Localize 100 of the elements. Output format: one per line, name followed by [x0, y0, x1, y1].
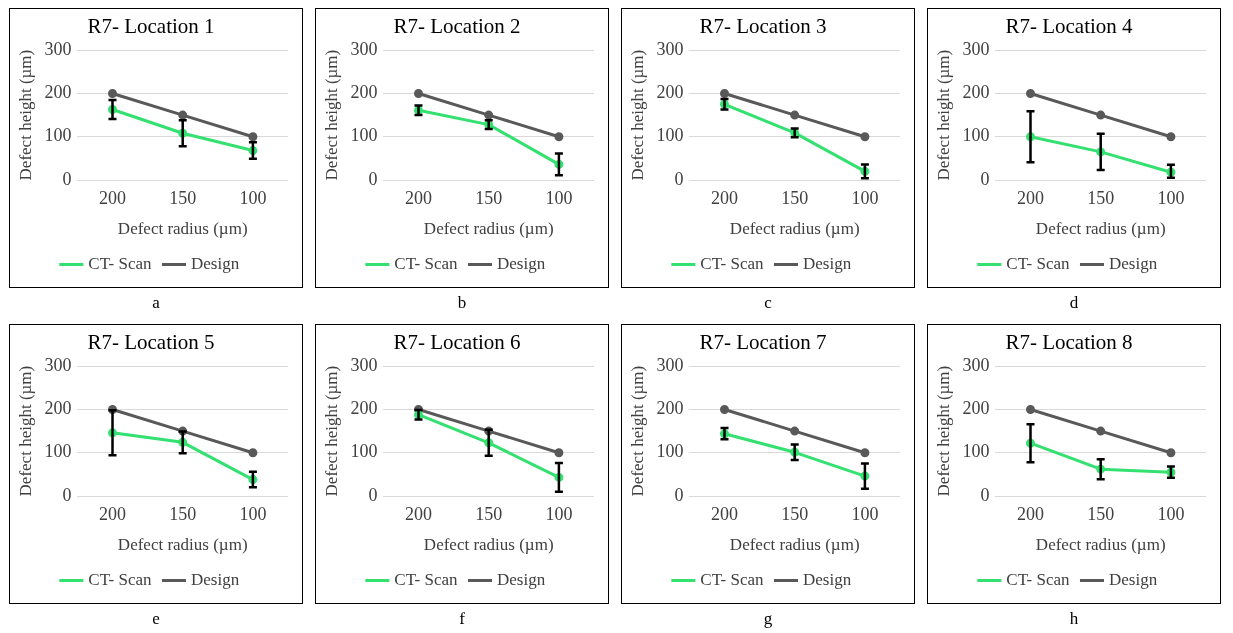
y-tick-label: 100	[44, 441, 72, 462]
legend-label: Design	[802, 569, 852, 589]
text: f	[459, 608, 465, 630]
x-tick-label: 100	[851, 503, 879, 524]
y-tick-label: 0	[62, 168, 72, 189]
y-tick-label: 0	[980, 484, 990, 505]
x-tick-label: 200	[405, 503, 432, 524]
x-tick-label: 150	[475, 503, 503, 524]
x-tick-label: 150	[781, 187, 809, 208]
chart-title: R7- Location 4	[1005, 14, 1134, 39]
legend-label: Design	[1108, 569, 1158, 589]
x-tick-label: 100	[1157, 503, 1185, 524]
text: d	[1069, 292, 1079, 314]
legend-label: Design	[190, 569, 240, 589]
x-tick-label: 100	[239, 503, 267, 524]
y-tick-label: 300	[350, 354, 378, 375]
y-tick-label: 100	[350, 441, 378, 462]
legend-label: CT- Scan	[394, 253, 458, 273]
x-tick-label: 150	[475, 187, 503, 208]
text: e	[152, 608, 160, 630]
y-axis-title: Defect height (µm)	[15, 49, 35, 181]
y-tick-label: 200	[44, 398, 72, 419]
y-tick-label: 100	[962, 125, 990, 146]
x-axis-title: Defect radius (µm)	[729, 219, 860, 239]
y-axis-title: Defect height (µm)	[627, 365, 647, 497]
x-axis-title: Defect radius (µm)	[423, 535, 554, 555]
text: h	[1069, 608, 1079, 630]
text: a	[152, 292, 160, 314]
chart-title: R7- Location 7	[699, 330, 827, 355]
y-tick-label: 100	[656, 125, 684, 146]
legend-label: CT- Scan	[88, 569, 152, 589]
y-tick-label: 0	[62, 484, 72, 505]
y-tick-label: 200	[350, 82, 378, 103]
text: c	[764, 292, 772, 314]
x-axis-title: Defect radius (µm)	[423, 219, 554, 239]
y-tick-label: 0	[674, 484, 684, 505]
chart-title: R7- Location 8	[1005, 330, 1133, 355]
x-tick-label: 100	[545, 187, 573, 208]
y-tick-label: 100	[962, 441, 990, 462]
x-tick-label: 200	[711, 187, 738, 208]
legend-label: CT- Scan	[1006, 253, 1070, 273]
y-tick-label: 200	[656, 398, 684, 419]
x-tick-label: 150	[781, 503, 809, 524]
y-tick-label: 200	[350, 398, 378, 419]
y-tick-label: 200	[656, 82, 684, 103]
text: g	[763, 608, 773, 630]
legend-label: CT- Scan	[88, 253, 152, 273]
legend-label: CT- Scan	[700, 569, 764, 589]
y-tick-label: 200	[44, 82, 72, 103]
y-tick-label: 300	[962, 38, 990, 59]
x-axis-title: Defect radius (µm)	[117, 535, 248, 555]
y-axis-title: Defect height (µm)	[933, 365, 953, 497]
chart-title: R7- Location 6	[393, 330, 521, 355]
y-axis-title: Defect height (µm)	[933, 49, 953, 181]
y-axis-title: Defect height (µm)	[627, 49, 647, 181]
chart-title: R7- Location 2	[393, 14, 521, 39]
y-tick-label: 100	[350, 125, 378, 146]
legend-label: CT- Scan	[700, 253, 764, 273]
x-tick-label: 150	[1087, 187, 1115, 208]
x-axis-title: Defect radius (µm)	[1035, 219, 1166, 239]
y-tick-label: 300	[962, 354, 990, 375]
y-axis-title: Defect height (µm)	[321, 49, 341, 181]
y-tick-label: 100	[656, 441, 684, 462]
x-tick-label: 100	[1157, 187, 1185, 208]
legend-label: Design	[496, 253, 546, 273]
x-axis-title: Defect radius (µm)	[117, 219, 248, 239]
y-tick-label: 300	[656, 38, 684, 59]
x-tick-label: 150	[169, 503, 197, 524]
chart-title: R7- Location 1	[87, 14, 215, 39]
legend-label: Design	[802, 253, 852, 273]
y-tick-label: 0	[980, 168, 990, 189]
x-tick-label: 100	[851, 187, 879, 208]
x-tick-label: 100	[239, 187, 267, 208]
x-tick-label: 150	[1087, 503, 1115, 524]
y-axis-title: Defect height (µm)	[321, 365, 341, 497]
y-axis-title: Defect height (µm)	[15, 365, 35, 497]
y-tick-label: 300	[44, 38, 72, 59]
x-tick-label: 200	[1017, 187, 1044, 208]
y-tick-label: 300	[44, 354, 72, 375]
chart-title: R7- Location 3	[699, 14, 827, 39]
y-tick-label: 0	[368, 168, 378, 189]
x-tick-label: 200	[1017, 503, 1044, 524]
x-tick-label: 200	[711, 503, 738, 524]
chart-title: R7- Location 5	[87, 330, 215, 355]
y-tick-label: 100	[44, 125, 72, 146]
x-tick-label: 100	[545, 503, 573, 524]
legend-label: Design	[496, 569, 546, 589]
legend-label: Design	[1108, 253, 1158, 273]
legend-label: Design	[190, 253, 240, 273]
x-tick-label: 200	[99, 187, 126, 208]
y-tick-label: 300	[656, 354, 684, 375]
x-tick-label: 150	[169, 187, 197, 208]
y-tick-label: 200	[962, 82, 990, 103]
legend-label: CT- Scan	[394, 569, 458, 589]
text: b	[457, 292, 467, 314]
y-tick-label: 300	[350, 38, 378, 59]
y-tick-label: 0	[674, 168, 684, 189]
y-tick-label: 0	[368, 484, 378, 505]
y-tick-label: 200	[962, 398, 990, 419]
x-axis-title: Defect radius (µm)	[1035, 535, 1166, 555]
